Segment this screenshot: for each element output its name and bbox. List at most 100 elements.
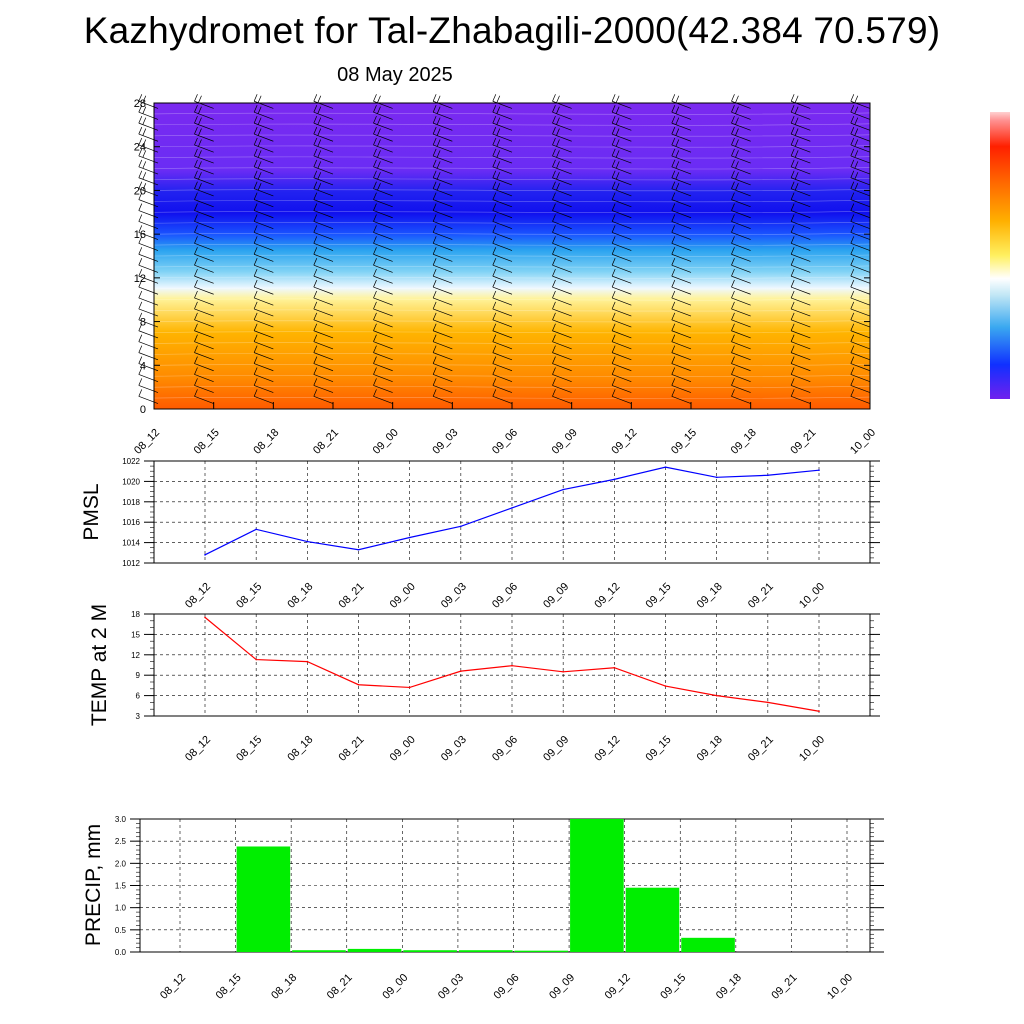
temp-y-axis: 3 6 9 12 15 18 [131, 610, 880, 721]
wind-barb-flag [138, 170, 143, 178]
wind-barb-flag [432, 192, 437, 200]
wind-barb-flag [194, 345, 198, 353]
wind-barb [433, 155, 453, 164]
wind-barb-flag [253, 192, 258, 200]
wind-barb [492, 199, 513, 208]
wind-barb-flag [731, 148, 735, 157]
wind-barb-flag [794, 150, 799, 158]
wind-barb-flag [790, 170, 795, 178]
wind-barb-flag [373, 279, 377, 288]
wind-barb-flag [854, 95, 859, 103]
wind-barb [731, 221, 751, 230]
wind-barb-flag [731, 334, 735, 342]
isoline [153, 210, 871, 214]
wind-barb-flag [496, 117, 501, 125]
wind-barb-flag [675, 95, 680, 103]
wind-barb-flag [850, 312, 855, 320]
wind-barb [552, 243, 572, 251]
wind-barb-flag [194, 225, 198, 233]
wind-barb-flag [373, 345, 377, 353]
wind-barb [552, 122, 572, 131]
data-point [408, 686, 411, 689]
wind-barb-flag [377, 128, 381, 136]
wind-barb-flag [552, 225, 556, 233]
wind-barb-flag [552, 159, 556, 167]
wind-barb-flag [138, 279, 143, 288]
wind-barb-flag [377, 172, 381, 180]
wind-barb-flag [790, 258, 795, 266]
y-tick-label: 28 [134, 98, 146, 110]
wind-barb-flag [492, 115, 497, 124]
wind-barb [552, 396, 572, 404]
wind-barb-flag [790, 356, 795, 364]
wind-barb [433, 221, 453, 230]
wind-barb-flag [194, 378, 198, 386]
temp-series [204, 616, 820, 713]
y-tick-label: 1.5 [115, 882, 127, 891]
wind-barb-flag [373, 323, 377, 331]
wind-barb [313, 264, 334, 273]
wind-barb-flag [253, 279, 258, 288]
y-tick-label: 1012 [122, 559, 140, 568]
wind-barb [552, 264, 572, 273]
wind-barb-flag [432, 345, 437, 353]
wind-barb-flag [436, 183, 441, 191]
wind-barb [671, 319, 692, 328]
isoline [153, 298, 871, 301]
wind-barb [194, 232, 214, 240]
wind-barb-flag [432, 148, 437, 157]
wind-barb-flag [194, 214, 198, 222]
wind-barb-flag [142, 139, 147, 147]
isoline [153, 178, 871, 181]
wind-barb-flag [850, 203, 855, 211]
y-tick-label: 1020 [122, 477, 140, 486]
wind-barb [731, 286, 751, 295]
wind-barb [313, 385, 334, 393]
wind-barb-flag [377, 106, 381, 114]
wind-barb-flag [611, 137, 616, 146]
wind-barb [194, 243, 214, 251]
isoline [153, 331, 871, 334]
wind-barb [552, 275, 572, 284]
chart-date: 08 May 2025 [337, 64, 453, 86]
wind-barb-flag [671, 236, 676, 244]
wind-barb [194, 166, 214, 175]
wind-barb [612, 319, 632, 328]
wind-barb-flag [496, 161, 501, 169]
wind-barb-flag [432, 170, 437, 178]
wind-barb [671, 243, 692, 251]
wind-barb [138, 286, 159, 295]
wind-barb [492, 210, 513, 219]
wind-barb-flag [496, 128, 501, 136]
wind-barb-flag [194, 268, 198, 277]
wind-barb [731, 144, 751, 153]
wind-barb-flag [675, 150, 680, 158]
y-tick-label: 3 [136, 712, 141, 721]
wind-barb-flag [142, 150, 147, 158]
wind-barb-flag [854, 183, 859, 191]
x-tick-label: 09_21 [769, 972, 799, 1002]
wind-barb-flag [671, 345, 676, 353]
wind-barb [373, 111, 393, 120]
wind-barb-flag [675, 117, 680, 125]
wind-barb [492, 286, 513, 295]
wind-barb-flag [138, 181, 143, 189]
wind-barb [433, 111, 453, 120]
wind-barb-flag [556, 139, 560, 147]
wind-barb-flag [611, 225, 616, 233]
wind-barb-flag [138, 258, 143, 266]
temp-x-axis: 08_12 08_15 08_18 08_21 09_00 09_03 09_06 09_09… [183, 734, 827, 764]
x-tick-label: 09_09 [547, 972, 577, 1002]
wind-barb-flag [194, 236, 198, 244]
wind-barb [373, 210, 393, 219]
x-tick-label: 08_15 [214, 972, 244, 1002]
wind-barb [731, 363, 751, 372]
wind-barb-flag [436, 95, 441, 103]
wind-barb [433, 297, 453, 306]
wind-barb-flag [552, 105, 556, 113]
wind-barb [373, 319, 393, 328]
wind-barb-flag [138, 367, 143, 375]
wind-barb-flag [436, 161, 441, 169]
wind-barb-flag [671, 115, 676, 124]
wind-barb-flag [138, 105, 143, 113]
